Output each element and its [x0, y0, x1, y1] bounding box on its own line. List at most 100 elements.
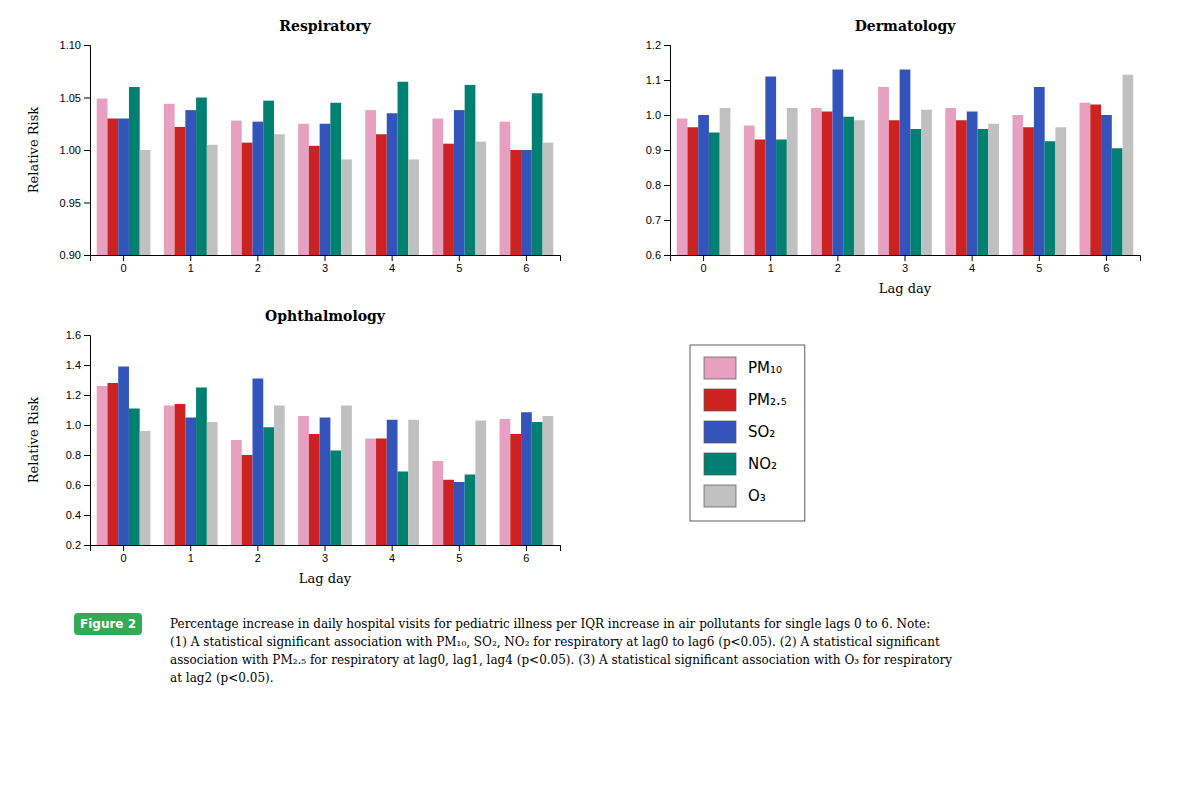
- tick-label: 1.1: [646, 74, 661, 86]
- bars: [97, 82, 554, 255]
- x-axis-title: Lag day: [879, 281, 932, 296]
- tick: 0.6: [646, 249, 670, 261]
- bars: [677, 70, 1134, 256]
- tick-mark: [325, 255, 326, 261]
- tick-label: 2: [835, 262, 841, 274]
- bar: [107, 383, 118, 545]
- bar: [408, 420, 419, 545]
- tick: 0: [701, 255, 707, 274]
- legend-item: NO₂: [704, 453, 777, 475]
- bar: [878, 87, 889, 255]
- legend-item: O₃: [704, 485, 766, 507]
- tick: 2: [835, 255, 841, 274]
- legend-label: O₃: [748, 487, 766, 505]
- bar: [1090, 105, 1101, 256]
- bar: [298, 416, 309, 545]
- tick-label: 3: [322, 552, 328, 564]
- tick-mark: [84, 485, 90, 486]
- tick-mark: [84, 425, 90, 426]
- bar: [107, 119, 118, 256]
- tick-mark: [1039, 255, 1040, 261]
- tick-label: 2: [255, 262, 261, 274]
- tick: 1.2: [646, 39, 670, 51]
- tick-label: 1.6: [66, 329, 81, 341]
- tick-mark: [190, 545, 191, 551]
- bar: [118, 119, 129, 256]
- bar: [387, 420, 398, 545]
- tick-mark: [526, 545, 527, 551]
- legend-item: PM₂.₅: [704, 389, 787, 411]
- tick: 1: [188, 255, 194, 274]
- tick: 3: [902, 255, 908, 274]
- tick-mark: [257, 255, 258, 261]
- tick: 1.1: [646, 74, 670, 86]
- tick-mark: [190, 255, 191, 261]
- tick: 3: [322, 545, 328, 564]
- bar: [776, 140, 787, 256]
- caption-line: Percentage increase in daily hospital vi…: [170, 617, 930, 631]
- tick: 5: [456, 255, 462, 274]
- tick-label: 0.9: [646, 144, 661, 156]
- tick-label: 4: [969, 262, 975, 274]
- tick-label: 0.90: [60, 249, 81, 261]
- bar: [398, 472, 409, 546]
- tick-label: 6: [523, 552, 529, 564]
- y-axis: 0.900.951.001.051.10: [60, 39, 91, 261]
- bar: [945, 108, 956, 255]
- tick: 2: [255, 255, 261, 274]
- bar: [365, 439, 376, 546]
- chart-title: Respiratory: [279, 18, 371, 34]
- tick-mark: [392, 545, 393, 551]
- tick-mark: [1106, 255, 1107, 261]
- tick: 1.05: [60, 92, 90, 104]
- chart-title: Dermatology: [855, 18, 957, 34]
- bar: [341, 406, 352, 546]
- bar: [231, 121, 242, 255]
- tick-label: 1.4: [66, 359, 81, 371]
- tick-label: 0.8: [66, 449, 81, 461]
- tick-label: 0.7: [646, 214, 661, 226]
- tick: 1.00: [60, 144, 90, 156]
- tick: 1.4: [66, 359, 90, 371]
- tick-mark: [84, 45, 90, 46]
- caption-line: association with PM₂.₅ for respiratory a…: [170, 653, 952, 667]
- tick: 0.9: [646, 144, 670, 156]
- bar: [465, 475, 476, 546]
- tick-mark: [664, 150, 670, 151]
- bar: [408, 159, 419, 255]
- axis-line: [84, 336, 91, 546]
- tick: 3: [322, 255, 328, 274]
- tick-mark: [84, 515, 90, 516]
- tick-mark: [84, 150, 90, 151]
- axis-line: [91, 256, 561, 262]
- tick-label: 5: [456, 552, 462, 564]
- tick: 0.95: [60, 197, 90, 209]
- tick-mark: [664, 45, 670, 46]
- bar: [521, 150, 532, 255]
- bar: [320, 418, 331, 546]
- axis-line: [664, 46, 671, 256]
- chart-root: 0.900.951.001.051.100123456RespiratoryRe…: [0, 0, 1192, 790]
- tick-mark: [123, 545, 124, 551]
- figure-tag-label: Figure 2: [80, 617, 136, 631]
- tick-mark: [664, 220, 670, 221]
- bar: [1034, 87, 1045, 255]
- bar: [543, 143, 554, 255]
- bar: [510, 150, 521, 255]
- legend-frame: [690, 345, 805, 521]
- bar: [978, 129, 989, 255]
- legend: PM₁₀PM₂.₅SO₂NO₂O₃: [690, 345, 805, 521]
- tick-label: 1.00: [60, 144, 81, 156]
- bar: [140, 431, 151, 545]
- bar: [1101, 115, 1112, 255]
- figure-tag-box: [74, 613, 142, 635]
- bar: [298, 124, 309, 255]
- bar: [532, 422, 543, 545]
- bar: [207, 145, 218, 255]
- bar: [832, 70, 843, 256]
- bar: [196, 388, 207, 546]
- y-axis: 0.20.40.60.81.01.21.41.6: [66, 329, 91, 551]
- bar: [510, 434, 521, 545]
- tick-mark: [459, 255, 460, 261]
- legend-item: PM₁₀: [704, 357, 782, 379]
